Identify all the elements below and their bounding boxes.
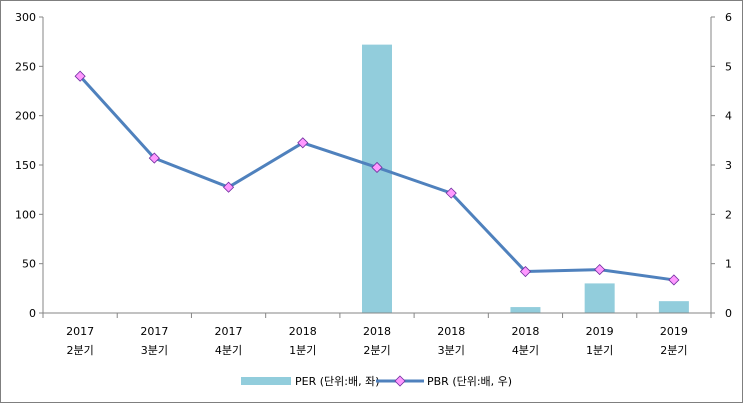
tick-labels: 0 50 100 150 200 250 300 0 1 2 3 4 5 6 2017 2분기 2017 3분기 2… (15, 11, 732, 357)
x-tick-label-year-6: 2018 (511, 325, 539, 338)
y-left-tick-label-2: 100 (15, 208, 36, 221)
pbr-point-6 (519, 265, 532, 278)
y-left-tick-label-5: 250 (15, 60, 36, 73)
legend-swatch-pbr-marker (394, 375, 406, 387)
x-tick-label-quarter-7: 1분기 (586, 344, 613, 357)
pbr-point-1 (148, 152, 160, 164)
x-tick-label-quarter-6: 4분기 (512, 344, 539, 357)
y-right-tick-label-3: 3 (725, 159, 732, 172)
y-right-tick-label-1: 1 (725, 258, 732, 271)
x-tick-label-year-5: 2018 (437, 325, 465, 338)
legend-label-pbr: PBR (단위:배, 우) (427, 375, 512, 388)
legend-label-per: PER (단위:배, 좌) (295, 375, 380, 388)
pbr-point-5 (445, 187, 457, 199)
per-bar-6 (510, 307, 541, 313)
pbr-point-3 (297, 137, 309, 149)
y-left-tick-label-6: 300 (15, 11, 36, 24)
x-tick-label-quarter-0: 2분기 (66, 344, 93, 357)
pbr-point-0 (74, 70, 86, 82)
per-bar-7 (584, 283, 615, 313)
per-bar-8 (658, 301, 689, 313)
y-left-tick-label-1: 50 (22, 258, 36, 271)
pbr-point-4 (371, 161, 383, 174)
pbr-point-7 (594, 264, 606, 276)
y-right-tick-label-5: 5 (725, 60, 732, 73)
y-right-tick-label-6: 6 (725, 11, 732, 24)
y-right-tick-label-0: 0 (725, 307, 732, 320)
x-tick-label-year-2: 2017 (215, 325, 243, 338)
x-tick-label-year-8: 2019 (660, 325, 688, 338)
x-tick-label-year-0: 2017 (66, 325, 94, 338)
y-right-tick-label-2: 2 (725, 208, 732, 221)
legend-swatch-per (241, 377, 291, 385)
per-bar-4 (362, 44, 392, 313)
pbr-point-2 (222, 181, 235, 193)
y-left-tick-label-3: 150 (15, 159, 36, 172)
x-tick-label-quarter-1: 3분기 (141, 344, 168, 357)
y-left-tick-label-0: 0 (29, 307, 36, 320)
y-right-tick-label-4: 4 (725, 110, 732, 123)
x-tick-label-year-4: 2018 (363, 325, 391, 338)
x-tick-label-year-3: 2018 (289, 325, 317, 338)
legend: PER (단위:배, 좌) PBR (단위:배, 우) (241, 375, 512, 388)
x-tick-label-year-1: 2017 (140, 325, 168, 338)
x-tick-label-quarter-3: 1분기 (289, 344, 316, 357)
per-bars (362, 44, 689, 313)
x-tick-label-quarter-4: 2분기 (363, 344, 390, 357)
pbr-point-8 (668, 274, 680, 286)
x-tick-label-quarter-8: 2분기 (660, 344, 687, 357)
x-tick-label-year-7: 2019 (586, 325, 614, 338)
y-left-tick-label-4: 200 (15, 110, 36, 123)
x-tick-label-quarter-5: 3분기 (438, 344, 465, 357)
axes (39, 16, 715, 318)
x-tick-label-quarter-2: 4분기 (215, 344, 242, 357)
pbr-line (74, 70, 680, 286)
